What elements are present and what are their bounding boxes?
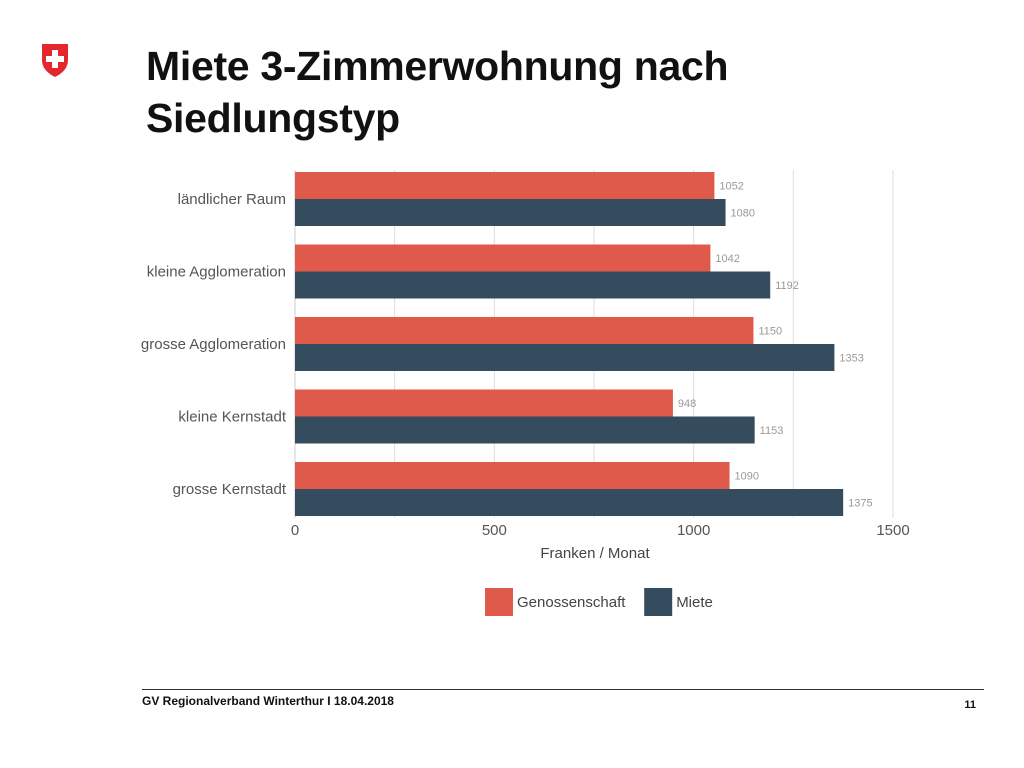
data-label: 1080 [731,208,755,220]
x-tick-label: 1000 [677,522,710,539]
data-label: 1153 [760,425,784,437]
x-tick-label: 500 [482,522,507,539]
bar-genossenschaft-0 [295,172,715,199]
bar-miete-0 [295,199,726,226]
category-label: grosse Kernstadt [173,481,287,498]
data-label: 1353 [839,353,863,365]
bar-genossenschaft-3 [295,389,673,417]
bar-genossenschaft-2 [295,317,754,344]
category-label: ländlicher Raum [178,191,286,208]
legend-label-genossenschaft: Genossenschaft [517,594,626,611]
data-label: 1042 [715,253,739,265]
data-label: 1192 [775,280,799,292]
footer-divider [142,689,984,690]
page-title: Miete 3-Zimmerwohnung nach Siedlungstyp [146,40,906,144]
page-number: 11 [964,699,976,711]
legend-label-miete: Miete [676,594,713,611]
swiss-cross-shield-icon [42,44,68,77]
category-label: kleine Agglomeration [147,264,286,281]
footer-text: GV Regionalverband Winterthur I 18.04.20… [142,694,394,708]
x-tick-label: 1500 [876,522,909,539]
page-title-line-2: Siedlungstyp [146,95,400,141]
bar-genossenschaft-4 [295,462,730,489]
page-title-line-1: Miete 3-Zimmerwohnung nach [146,43,729,89]
bar-chart: 1052 1080 ländlicher Raum 1042 1192 kleine Ag… [141,170,910,616]
x-axis-label: Franken / Monat [540,545,650,562]
legend-swatch-miete [644,588,673,616]
x-tick-label: 0 [291,522,299,539]
bar-miete-1 [295,271,771,299]
bar-genossenschaft-1 [295,244,711,272]
data-label: 1090 [735,471,759,483]
category-label: grosse Agglomeration [141,336,286,353]
data-label: 1150 [758,326,782,338]
category-label: kleine Kernstadt [178,409,286,426]
legend-swatch-genossenschaft [485,588,513,616]
data-label: 948 [678,398,696,410]
bar-miete-2 [295,344,835,371]
bar-miete-4 [295,489,844,516]
data-label: 1375 [848,498,872,510]
bar-miete-3 [295,416,755,444]
data-label: 1052 [719,181,743,193]
